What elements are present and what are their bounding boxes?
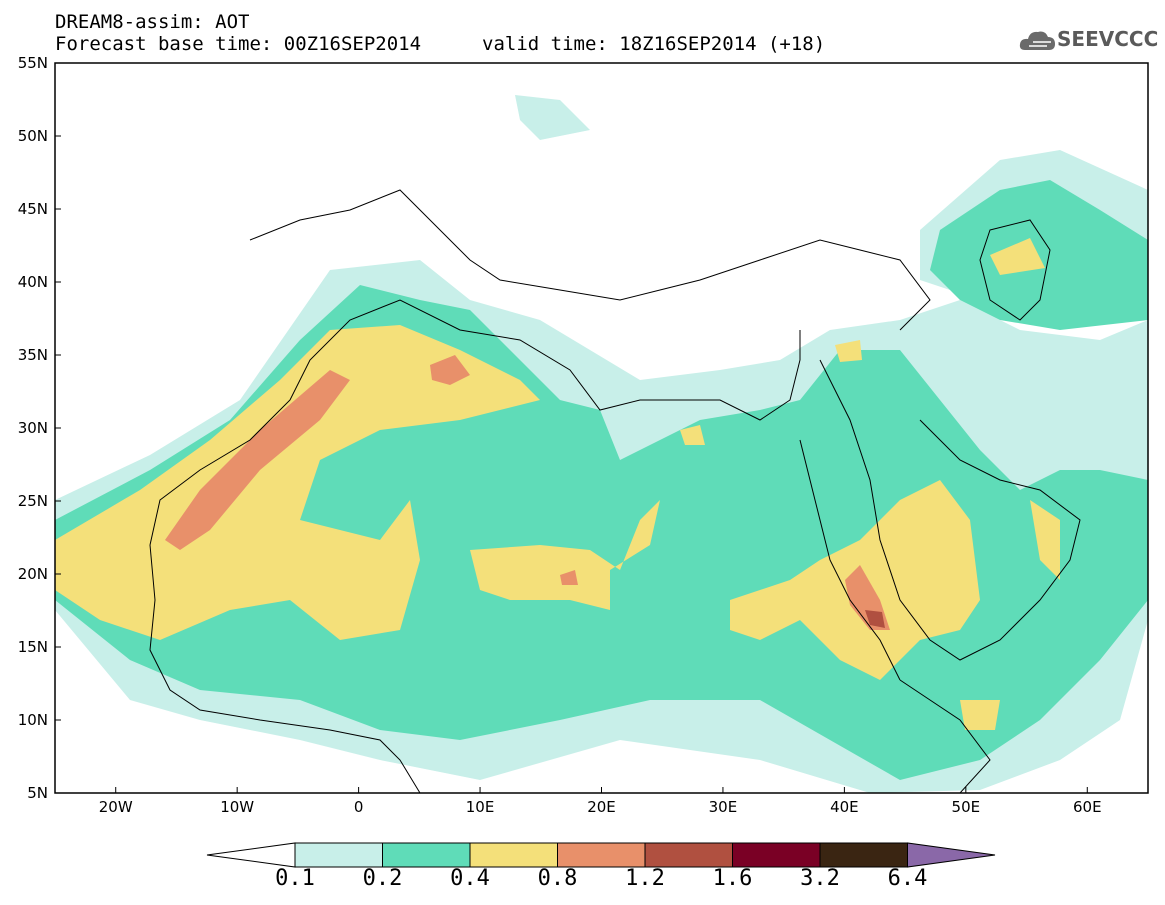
colorbar [206,842,996,868]
colorbar-low-arrow [206,842,296,868]
colorbar-high-arrow [907,842,996,868]
coastlines [149,189,1081,793]
latitude-label: 30N [18,419,48,437]
coastline-horn-africa [899,679,991,793]
colorbar-label: 0.4 [450,866,490,891]
longitude-label: 60E [1073,798,1102,816]
logo-text: SEEVCCC [1057,27,1159,51]
longitude-axis: 20W 10W 0 10E 20E 30E 40E 50E 60E [99,787,1102,816]
latitude-label: 50N [18,127,48,145]
aot-0.4-0.8-west-sahara [55,325,540,640]
colorbar-label: 0.1 [275,866,315,891]
aot-0.1-0.2-central-europe [515,95,590,140]
aot-field [55,63,1148,793]
latitude-label: 55N [18,54,48,72]
longitude-label: 40E [830,798,859,816]
longitude-label: 20W [99,798,133,816]
latitude-label: 45N [18,200,48,218]
coastline-arabia [819,359,1081,661]
colorbar-segment [819,842,908,868]
aot-0.4-0.8-levant [835,340,862,362]
colorbar-segment [557,842,646,868]
colorbar-label: 1.6 [712,866,753,891]
aot-0.8-1.2-atlas [165,370,350,550]
aot-1.2-1.6-yemen [865,610,885,628]
longitude-label: 30E [709,798,738,816]
aot-0.4-0.8-egypt [680,425,705,445]
aot-0.2-0.4-caspian [930,180,1148,330]
coastline-west-africa [149,544,421,793]
aot-1.2-1.6-area [865,610,885,628]
latitude-label: 20N [18,565,48,583]
longitude-label: 20E [587,798,616,816]
map-title: DREAM8-assim: AOT [55,11,250,33]
aot-0.8-1.2-algeria [430,355,470,385]
latitude-label: 35N [18,346,48,364]
colorbar-label: 0.8 [537,866,578,891]
latitude-axis: 55N 50N 45N 40N 35N 30N 25N 20N 15N 10N 5N [18,54,61,802]
latitude-label: 15N [18,638,48,656]
coastline-red-sea-west [799,439,901,681]
colorbar-label: 0.2 [362,866,403,891]
latitude-label: 25N [18,492,48,510]
latitude-label: 40N [18,273,48,291]
longitude-label: 10E [466,798,495,816]
longitude-label: 10W [220,798,254,816]
colorbar-segment [382,842,471,868]
longitude-label: 0 [354,798,364,816]
coastline-europe [249,189,931,331]
valid-time: valid time: 18Z16SEP2014 (+18) [482,33,826,55]
colorbar-segment [644,842,733,868]
aot-0.4-0.8-oman [1030,500,1060,580]
aot-0.4-0.8-caspian [990,238,1045,275]
aot-0.4-0.8-chad [470,500,660,610]
coastline-caspian [979,219,1051,321]
colorbar-label: 6.4 [887,866,928,891]
aot-0.8-1.2-chad [560,570,578,585]
coastline-north-africa [149,299,801,546]
latitude-label: 5N [27,784,48,802]
cloud-logo-icon [1019,31,1055,50]
latitude-label: 10N [18,711,48,729]
colorbar-label: 1.2 [625,866,665,891]
colorbar-segment [294,842,383,868]
colorbar-label: 3.2 [800,866,840,891]
colorbar-segment [469,842,558,868]
longitude-label: 50E [952,798,981,816]
forecast-base-time: Forecast base time: 00Z16SEP2014 [55,33,422,55]
aot-0.4-0.8-somalia [960,700,1000,730]
colorbar-segment [732,842,821,868]
